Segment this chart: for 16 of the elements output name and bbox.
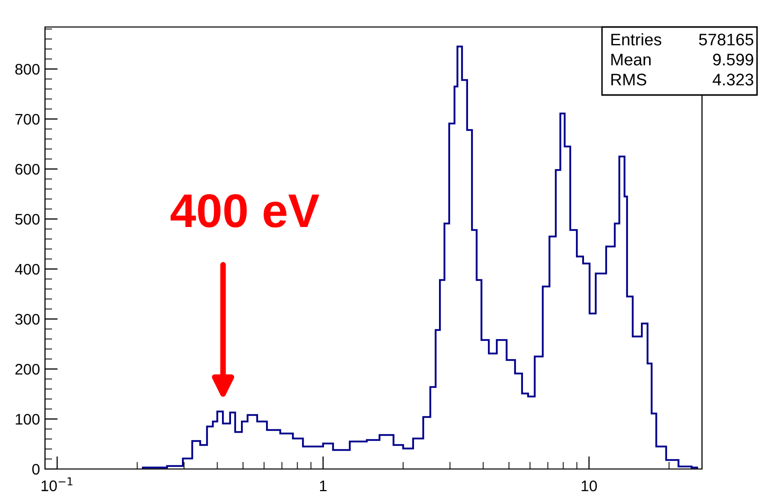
y-tick-label: 100 (16, 414, 40, 425)
text: Entries 578165 (611, 33, 754, 46)
x-tick-label: 10 (582, 480, 597, 492)
y-tick-label: 600 (15, 164, 40, 175)
x-tick-label: 10$^{−1}$ (42, 477, 72, 492)
x-tick-label: 1 (320, 480, 327, 492)
annotation: 400 eV (170, 194, 320, 228)
y-tick-label: 700 (15, 114, 40, 125)
y-tick-label: 800 (15, 64, 40, 75)
y-tick-label: 300 (15, 314, 40, 325)
text: Mean 9.599 (611, 54, 754, 66)
y-tick-label: 200 (15, 364, 40, 375)
y-tick-label: 500 (15, 214, 40, 225)
y-tick-label: 0 (32, 464, 40, 475)
y-tick-label: 400 (15, 264, 40, 275)
text: RMS 4.323 (611, 74, 754, 86)
